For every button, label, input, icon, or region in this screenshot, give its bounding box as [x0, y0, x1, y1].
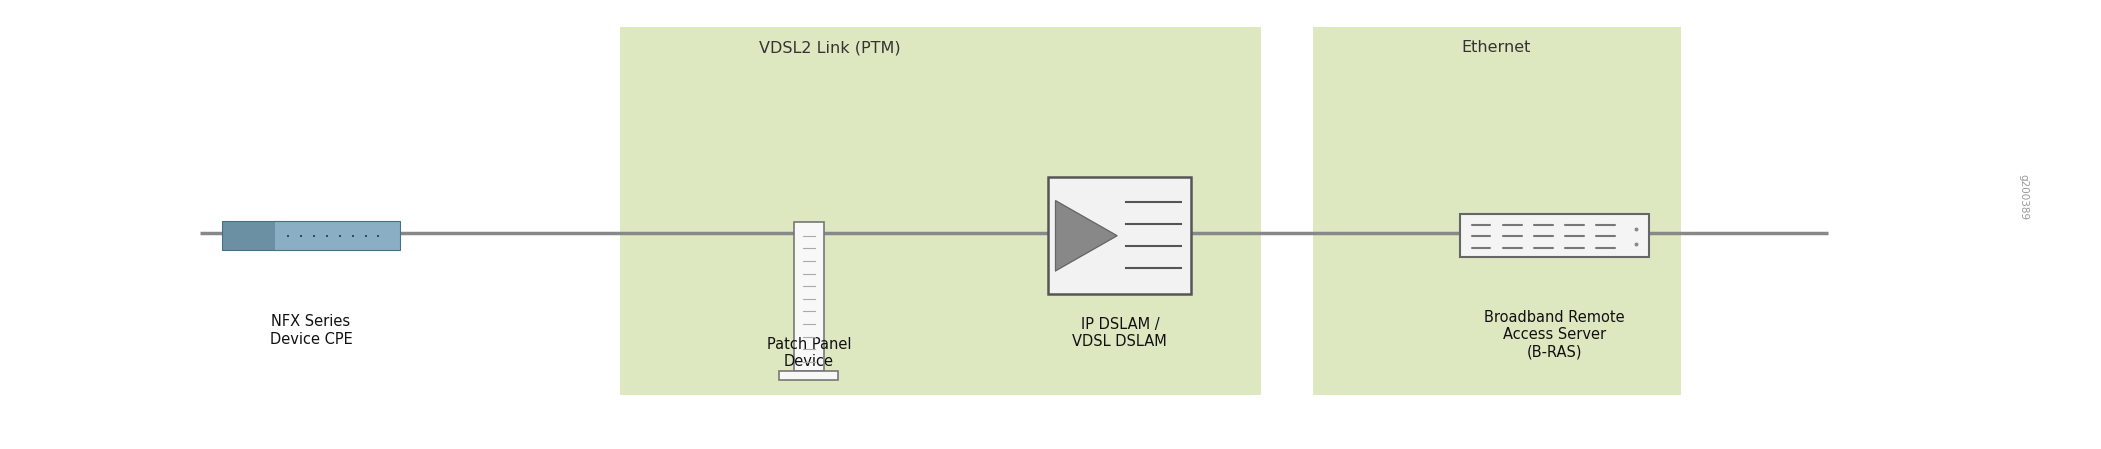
- Text: g200389: g200389: [2019, 175, 2027, 220]
- Bar: [221, 221, 399, 251]
- Text: VDSL2 Link (PTM): VDSL2 Link (PTM): [758, 40, 901, 55]
- Bar: [1313, 27, 1681, 395]
- Bar: [620, 27, 1261, 395]
- Text: IP DSLAM /
VDSL DSLAM: IP DSLAM / VDSL DSLAM: [1072, 317, 1168, 349]
- Text: Broadband Remote
Access Server
(B-RAS): Broadband Remote Access Server (B-RAS): [1485, 310, 1624, 360]
- Polygon shape: [1055, 201, 1118, 271]
- Bar: [221, 221, 275, 251]
- Text: NFX Series
Device CPE: NFX Series Device CPE: [269, 314, 353, 347]
- Bar: [1460, 215, 1649, 257]
- Text: Ethernet: Ethernet: [1460, 40, 1532, 55]
- Text: Patch Panel
Device: Patch Panel Device: [767, 337, 851, 369]
- Bar: [1048, 177, 1191, 294]
- Bar: [221, 221, 399, 251]
- Bar: [794, 223, 824, 371]
- Bar: [779, 371, 838, 379]
